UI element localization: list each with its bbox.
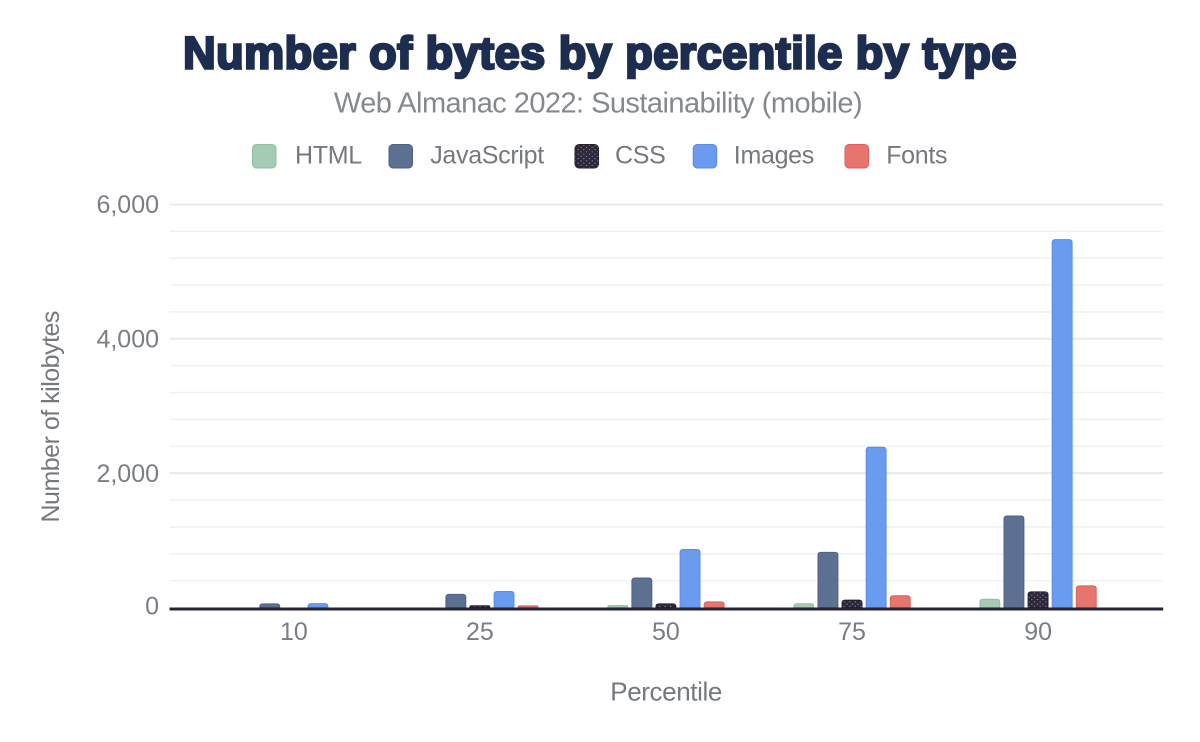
svg-text:50: 50 [652,618,680,646]
svg-text:2,000: 2,000 [96,460,159,488]
svg-text:10: 10 [280,618,308,646]
svg-text:Images: Images [734,142,814,170]
svg-text:HTML: HTML [295,142,362,170]
svg-text:90: 90 [1024,618,1052,646]
svg-text:Web Almanac 2022: Sustainabili: Web Almanac 2022: Sustainability (mobile… [334,88,862,120]
svg-text:4,000: 4,000 [96,325,159,353]
svg-text:CSS: CSS [615,142,666,170]
svg-text:Number of kilobytes: Number of kilobytes [37,311,65,522]
svg-text:25: 25 [466,618,494,646]
svg-text:Percentile: Percentile [610,676,722,706]
svg-text:6,000: 6,000 [96,191,159,219]
svg-text:Fonts: Fonts [886,142,947,170]
svg-text:75: 75 [838,618,866,646]
svg-text:0: 0 [145,593,159,621]
svg-text:Number of bytes by percentile: Number of bytes by percentile by type [183,28,1017,79]
svg-text:JavaScript: JavaScript [430,142,544,170]
